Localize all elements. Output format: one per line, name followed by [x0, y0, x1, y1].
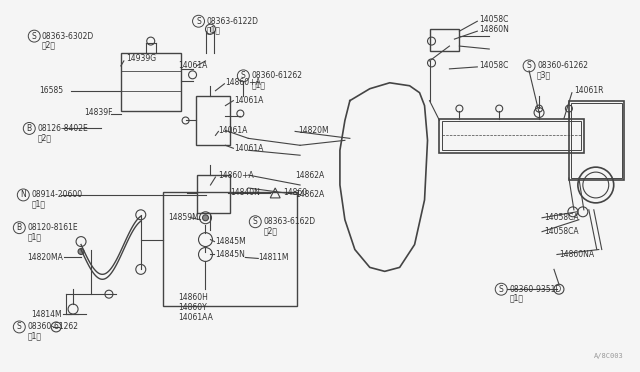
Text: 08360-9351D: 08360-9351D — [509, 285, 561, 294]
Bar — [121, 53, 180, 110]
Text: 08360-61262: 08360-61262 — [252, 71, 302, 80]
Text: 14860NA: 14860NA — [559, 250, 594, 259]
Bar — [569, 101, 623, 180]
Text: 14058C: 14058C — [479, 15, 509, 24]
Text: 16585: 16585 — [39, 86, 63, 95]
Text: （1）: （1） — [207, 26, 221, 35]
Bar — [163, 192, 297, 306]
Bar — [196, 96, 230, 145]
Text: 14845M: 14845M — [216, 237, 246, 246]
Text: 14860+A: 14860+A — [225, 78, 261, 87]
Text: 14058C: 14058C — [479, 61, 509, 70]
Text: （1）: （1） — [31, 199, 45, 208]
Text: 14820MA: 14820MA — [28, 253, 63, 262]
Text: B: B — [17, 223, 22, 232]
Text: 14061R: 14061R — [574, 86, 604, 95]
Text: 14859M: 14859M — [169, 213, 200, 222]
Bar — [442, 122, 581, 150]
Text: 14061A: 14061A — [218, 126, 248, 135]
Bar — [196, 175, 230, 213]
Text: 08360-61262: 08360-61262 — [28, 323, 78, 331]
Text: （2）: （2） — [41, 41, 55, 49]
Text: S: S — [253, 217, 258, 226]
Text: 14862A: 14862A — [295, 190, 324, 199]
Text: （2）: （2） — [263, 226, 277, 235]
Text: S: S — [32, 32, 36, 41]
Text: 14860N: 14860N — [479, 25, 509, 34]
Text: A/8C003: A/8C003 — [594, 353, 623, 359]
Text: 14811M: 14811M — [259, 253, 289, 262]
Text: 14061A: 14061A — [234, 96, 264, 105]
Text: 14058CA: 14058CA — [544, 227, 579, 236]
Bar — [429, 29, 460, 51]
Text: 14862A: 14862A — [295, 171, 324, 180]
Text: 08360-61262: 08360-61262 — [537, 61, 588, 70]
Text: （1）: （1） — [28, 331, 41, 340]
Text: 14814M: 14814M — [31, 310, 62, 318]
Text: 08914-20600: 08914-20600 — [31, 190, 83, 199]
Text: 14061AA: 14061AA — [179, 312, 214, 321]
Bar — [440, 119, 584, 153]
Text: 08363-6122D: 08363-6122D — [207, 17, 259, 26]
Text: 14845N: 14845N — [216, 250, 245, 259]
Text: S: S — [17, 323, 22, 331]
Text: 14860Y: 14860Y — [179, 302, 207, 312]
Text: S: S — [527, 61, 531, 70]
Text: （1）: （1） — [509, 294, 523, 303]
Text: N: N — [20, 190, 26, 199]
Text: 14840N: 14840N — [230, 189, 260, 198]
Text: 14061A: 14061A — [179, 61, 208, 70]
Text: 14061A: 14061A — [234, 144, 264, 153]
Text: 08120-8161E: 08120-8161E — [28, 223, 78, 232]
Text: （3）: （3） — [537, 70, 551, 79]
Text: S: S — [499, 285, 504, 294]
Text: 14939G: 14939G — [126, 54, 156, 64]
Text: 14860: 14860 — [283, 189, 307, 198]
Text: 08126-8402E: 08126-8402E — [37, 124, 88, 133]
Text: （2）: （2） — [37, 133, 51, 142]
Text: （1）: （1） — [28, 232, 41, 241]
Text: 14839F: 14839F — [84, 108, 113, 117]
Text: S: S — [196, 17, 201, 26]
Text: 08363-6162D: 08363-6162D — [263, 217, 316, 226]
Text: S: S — [241, 71, 246, 80]
Text: 14860H: 14860H — [179, 293, 209, 302]
Text: 14058CA: 14058CA — [544, 213, 579, 222]
Text: （1）: （1） — [252, 80, 266, 89]
Text: 08363-6302D: 08363-6302D — [41, 32, 93, 41]
Circle shape — [202, 215, 209, 221]
Text: 14820M: 14820M — [298, 126, 329, 135]
Text: 14860+A: 14860+A — [218, 171, 254, 180]
Bar — [571, 103, 621, 178]
Text: B: B — [27, 124, 32, 133]
Circle shape — [78, 248, 84, 254]
